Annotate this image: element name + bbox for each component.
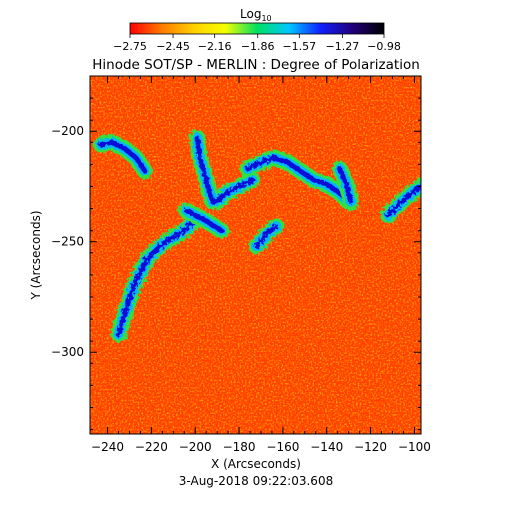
x-axis-label: X (Arcseconds)	[211, 457, 301, 471]
feature-core	[254, 223, 279, 249]
x-tick-label: −160	[266, 440, 299, 454]
x-axis: −240 −220 −200 −180 −160 −140 −120 −100	[91, 76, 431, 454]
colorbar: Log10 −2.75 −2.45 −2.16 −1.86 −1.57 −1.27 −0.9…	[113, 7, 401, 53]
colorbar-ticks: −2.75 −2.45 −2.16 −1.86 −1.57 −1.27 −0.98	[113, 34, 401, 53]
x-tick-label: −100	[398, 440, 431, 454]
x-tick-label: −140	[310, 440, 343, 454]
x-tick-label: −240	[91, 440, 124, 454]
feature-core	[98, 139, 148, 174]
feature-core	[194, 135, 255, 205]
colorbar-tick-label: −1.57	[282, 40, 316, 53]
colorbar-tick-label: −0.98	[367, 40, 401, 53]
x-tick-label: −220	[135, 440, 168, 454]
feature-core	[385, 184, 421, 218]
colorbar-tick-label: −1.86	[241, 40, 275, 53]
heatmap-area	[90, 76, 421, 434]
timestamp: 3-Aug-2018 09:22:03.608	[179, 474, 333, 488]
y-axis-label: Y (Arcseconds)	[29, 210, 43, 300]
feature-core	[337, 166, 354, 205]
feature-core	[245, 155, 352, 205]
plot-frame	[89, 75, 422, 435]
high-polarization-features	[93, 129, 421, 343]
y-tick-label: −300	[51, 345, 84, 359]
x-tick-label: −200	[179, 440, 212, 454]
x-tick-label: −120	[354, 440, 387, 454]
colorbar-tick-label: −2.75	[113, 40, 147, 53]
feature-core	[184, 208, 224, 234]
colorbar-title: Log10	[240, 7, 272, 23]
plot-title: Hinode SOT/SP - MERLIN : Degree of Polar…	[92, 57, 420, 73]
colorbar-frame	[129, 22, 385, 35]
colorbar-tick-label: −2.16	[198, 40, 232, 53]
heatmap-texture	[90, 76, 421, 434]
x-tick-label: −180	[223, 440, 256, 454]
y-tick-label: −250	[51, 235, 84, 249]
y-tick-label: −200	[51, 124, 84, 138]
y-axis: −200 −250 −300	[51, 97, 421, 431]
colorbar-strip	[130, 23, 384, 34]
colorbar-tick-label: −2.45	[156, 40, 190, 53]
colorbar-tick-label: −1.27	[326, 40, 360, 53]
feature-core	[116, 217, 198, 338]
